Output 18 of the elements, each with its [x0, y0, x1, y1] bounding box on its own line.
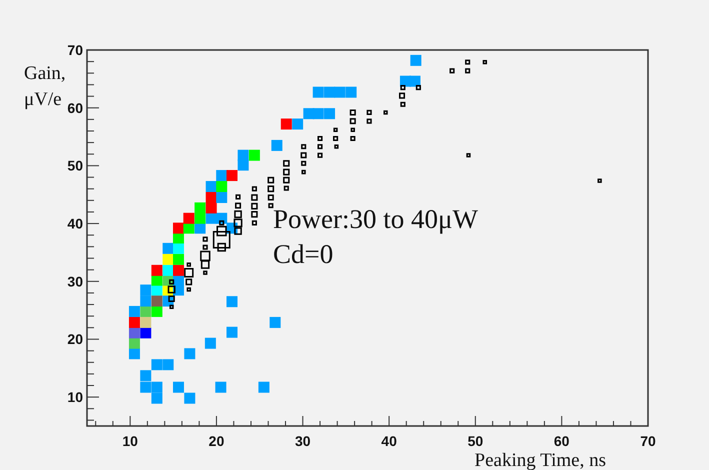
x-tick-label: 30 [294, 433, 311, 449]
y-tick-label: 10 [67, 389, 84, 406]
y-tick-label: 20 [67, 331, 84, 348]
y-tick-label: 70 [67, 42, 84, 58]
x-axis-title: Peaking Time, ns [474, 450, 606, 470]
y-tick-label: 50 [67, 158, 84, 174]
annotation: Cd=0 [273, 239, 334, 269]
y-tick-label: 60 [67, 100, 84, 116]
x-tick-label: 70 [640, 433, 656, 449]
y-tick-label: 40 [67, 216, 84, 232]
x-tick-label: 60 [554, 433, 570, 449]
y-axis-title: Gain, μV/e [24, 63, 66, 110]
x-tick-label: 40 [381, 433, 398, 449]
y-tick-label: 30 [67, 273, 84, 290]
x-tick-label: 20 [208, 433, 224, 449]
x-tick-label: 50 [468, 433, 484, 449]
x-tick-label: 10 [122, 433, 138, 449]
annotation: Power:30 to 40μW [273, 204, 478, 234]
